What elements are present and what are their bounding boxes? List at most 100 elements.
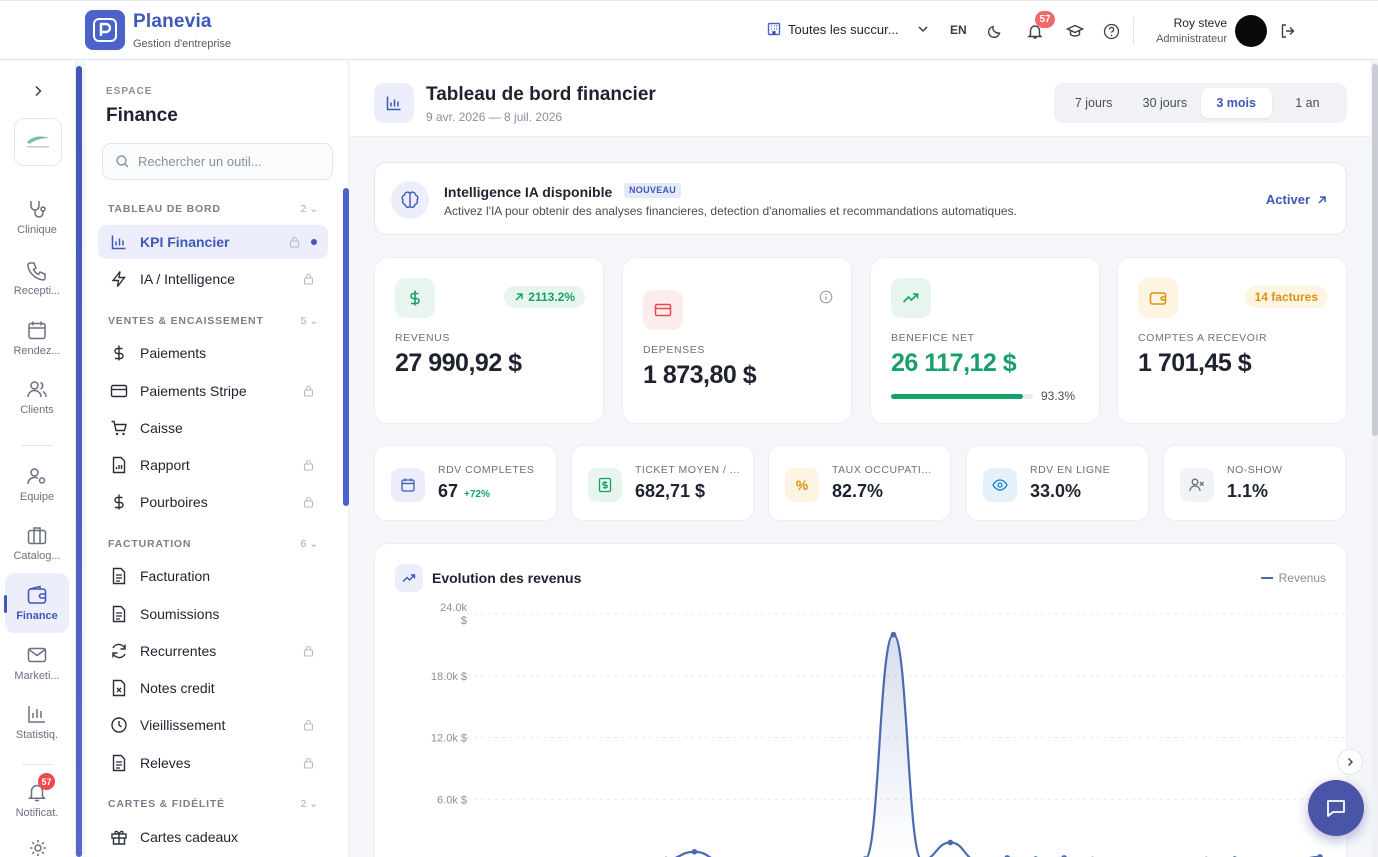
branch-label: Toutes les succur...: [788, 21, 899, 37]
rail-item-catalogue[interactable]: Catalog...: [5, 513, 69, 573]
sidebar-item-rapport[interactable]: Rapport: [98, 448, 328, 482]
rail-label: Recepti...: [13, 285, 61, 297]
tool-search-input[interactable]: Rechercher un outil...: [102, 143, 333, 180]
rail-label: Finance: [16, 610, 58, 622]
page-scrollbar-thumb[interactable]: [1372, 64, 1378, 436]
chat-button[interactable]: [1308, 780, 1364, 836]
stat-label: NO-SHOW: [1227, 464, 1283, 476]
bar-chart-icon: [374, 83, 414, 123]
branch-selector[interactable]: Toutes les succur...: [766, 21, 931, 37]
chart-scroll-next-button[interactable]: [1337, 749, 1363, 775]
bar-chart-icon: [111, 235, 126, 250]
sidebar-item-cartes-cadeaux[interactable]: Cartes cadeaux: [98, 820, 328, 854]
settings-icon[interactable]: [28, 838, 48, 857]
section-count: 2 ⌄: [300, 203, 318, 215]
top-bar: Planevia Gestion d'entreprise Toutes les…: [0, 0, 1378, 60]
bell-icon[interactable]: [1025, 21, 1045, 41]
sidebar-item-label: Paiements: [140, 345, 207, 361]
user-role: Administrateur: [1156, 33, 1227, 45]
sidebar-item-label: Pourboires: [140, 494, 208, 510]
section-title: CARTES & FIDÉLITÉ: [108, 798, 225, 810]
page-scrollbar[interactable]: [1372, 62, 1378, 857]
sidebar-item-vieillissement[interactable]: Vieillissement: [98, 708, 328, 742]
period-3-mois[interactable]: 3 mois: [1200, 88, 1272, 118]
period-30-jours[interactable]: 30 jours: [1142, 96, 1188, 110]
section-count-value: 6: [300, 538, 307, 550]
section-title: FACTURATION: [108, 538, 192, 550]
rail-accent-bar: [76, 66, 82, 857]
rail-label: Equipe: [19, 491, 55, 503]
sidebar-item-paiements-stripe[interactable]: Paiements Stripe: [98, 374, 328, 408]
rail-label: Notificat.: [15, 807, 59, 819]
sidebar-item-notes-credit[interactable]: Notes credit: [98, 671, 328, 705]
lock-icon: [289, 236, 300, 248]
stat-ticket-moyen: TICKET MOYEN / ... 682,71 $: [571, 445, 754, 521]
report-icon: [112, 456, 126, 474]
rail-item-statistiques[interactable]: Statistiq.: [5, 692, 69, 752]
kpi-card-depenses: DEPENSES 1 873,80 $: [622, 257, 852, 424]
sidebar-item-label: Rapport: [140, 457, 190, 473]
rail-item-equipe[interactable]: Equipe: [5, 454, 69, 514]
active-dot: [311, 239, 317, 245]
stat-value: 33.0%: [1030, 481, 1082, 501]
sidebar-scrollbar[interactable]: [343, 188, 349, 506]
sidebar-item-caisse[interactable]: Caisse: [98, 411, 328, 445]
rail-item-finance[interactable]: Finance: [4, 573, 69, 633]
rail-item-notifications[interactable]: Notificat.: [5, 770, 69, 830]
y-tick-label: $: [461, 615, 467, 627]
rail-item-clients[interactable]: Clients: [5, 367, 69, 427]
legend-swatch: [1260, 577, 1273, 579]
period-7-jours[interactable]: 7 jours: [1074, 96, 1113, 110]
rail-label: Clinique: [17, 224, 57, 236]
help-icon[interactable]: [1101, 21, 1121, 41]
logout-icon[interactable]: [1279, 22, 1297, 45]
lock-icon: [303, 645, 314, 657]
section-cartes-fidelite[interactable]: CARTES & FIDÉLITÉ 2 ⌄: [108, 798, 318, 810]
user-name[interactable]: Roy steve: [1173, 16, 1227, 30]
stat-label: RDV COMPLETES: [438, 464, 535, 476]
graduation-cap-icon[interactable]: [1065, 21, 1085, 41]
section-facturation[interactable]: FACTURATION 6 ⌄: [108, 538, 318, 550]
chart-title: Evolution des revenus: [432, 570, 582, 586]
file-text-icon: [112, 567, 126, 585]
moon-icon[interactable]: [985, 21, 1005, 41]
info-icon[interactable]: [819, 290, 833, 309]
revenue-area: [677, 634, 1320, 857]
receipt-dollar-icon: [588, 468, 622, 502]
period-1-an[interactable]: 1 an: [1295, 96, 1320, 110]
sidebar-item-recurrentes[interactable]: Recurrentes: [98, 634, 328, 668]
credit-card-icon: [643, 290, 683, 330]
sidebar-item-facturation[interactable]: Facturation: [98, 559, 328, 593]
rail-item-reception[interactable]: Recepti...: [5, 248, 69, 308]
activate-ai-button[interactable]: Activer: [1266, 192, 1328, 207]
revenue-chart[interactable]: 0 $6.0k $12.0k $18.0k $24.0k$9 avr.24 av…: [375, 584, 1348, 857]
bar-chart-icon: [28, 706, 45, 723]
search-icon: [116, 155, 129, 168]
sidebar-item-kpi-financier[interactable]: KPI Financier: [98, 225, 328, 259]
avatar[interactable]: [1235, 15, 1267, 47]
period-selector: 7 jours 30 jours 3 mois 1 an: [1054, 83, 1347, 123]
dollar-icon: [114, 345, 124, 361]
section-ventes[interactable]: VENTES & ENCAISSEMENT 5 ⌄: [108, 315, 318, 327]
user-x-icon: [1180, 468, 1214, 502]
stat-rdv-completes: RDV COMPLETES 67 +72%: [374, 445, 557, 521]
ai-description: Activez l'IA pour obtenir des analyses f…: [444, 204, 1017, 218]
language-toggle[interactable]: EN: [950, 23, 967, 37]
sidebar-item-soumissions[interactable]: Soumissions: [98, 597, 328, 631]
section-tableau-de-bord[interactable]: TABLEAU DE BORD 2 ⌄: [108, 203, 318, 215]
chevron-right-icon[interactable]: [30, 83, 46, 104]
sidebar-item-paiements[interactable]: Paiements: [98, 336, 328, 370]
y-tick-label: 24.0k: [440, 602, 467, 614]
app-logo[interactable]: [85, 10, 125, 50]
chart-legend[interactable]: Revenus: [1260, 571, 1326, 585]
kpi-label: REVENUS: [395, 332, 450, 344]
ai-banner: Intelligence IA disponible NOUVEAU Activ…: [374, 162, 1347, 235]
sidebar-item-releves[interactable]: Releves: [98, 746, 328, 780]
sidebar-item-ia-intelligence[interactable]: IA / Intelligence: [98, 262, 328, 296]
rail-item-marketing[interactable]: Marketi...: [5, 633, 69, 693]
rail-item-rendezvous[interactable]: Rendez...: [5, 308, 69, 368]
kpi-card-revenus: 2113.2% REVENUS 27 990,92 $: [374, 257, 604, 424]
clinic-logo[interactable]: [14, 118, 62, 166]
rail-item-clinique[interactable]: Clinique: [5, 187, 69, 247]
sidebar-item-pourboires[interactable]: Pourboires: [98, 485, 328, 519]
